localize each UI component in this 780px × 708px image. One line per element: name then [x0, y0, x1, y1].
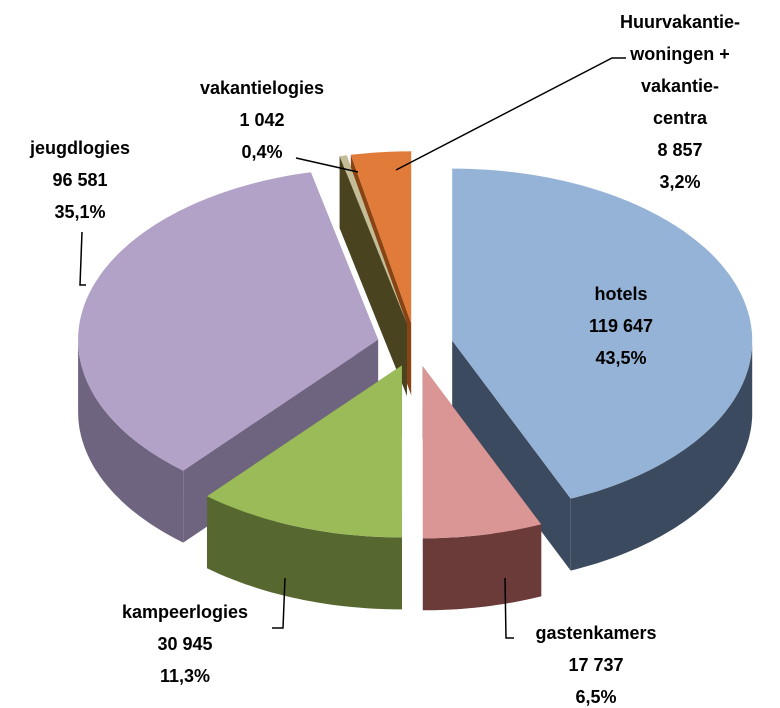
percent-label: 11,3%	[159, 666, 211, 686]
leader-line	[504, 577, 514, 639]
value-label: 30 945	[157, 634, 213, 654]
value-label: 8 857	[657, 140, 703, 160]
slice	[207, 365, 402, 538]
data-label: Huurvakantie- woningen + vakantie- centr…	[560, 6, 780, 198]
data-label: vakantielogies 1 042 0,4%	[142, 72, 382, 168]
slice	[422, 366, 542, 539]
percent-label: 0,4%	[241, 142, 283, 162]
leader-line	[272, 577, 286, 629]
value-label: 119 647	[588, 316, 654, 336]
slice	[350, 151, 412, 324]
slice-side	[570, 340, 753, 571]
category-label: Huurvakantie- woningen + vakantie- centr…	[619, 12, 741, 128]
category-label: vakantielogies	[199, 78, 325, 98]
category-label: gastenkamers	[535, 623, 657, 643]
slice-cut-face	[346, 155, 407, 396]
data-label: jeugdlogies 96 581 35,1%	[0, 132, 200, 228]
category-label: hotels	[594, 284, 648, 304]
slice	[78, 172, 379, 471]
value-label: 1 042	[239, 110, 285, 130]
category-label: jeugdlogies	[29, 138, 130, 158]
value-label: 17 737	[568, 655, 624, 675]
slice-side	[207, 496, 402, 610]
percent-label: 6,5%	[575, 687, 617, 707]
data-label: hotels 119 647 43,5%	[501, 278, 741, 374]
percent-label: 43,5%	[595, 348, 647, 368]
percent-label: 35,1%	[54, 202, 106, 222]
slice-cut-face	[452, 340, 571, 571]
slice-side	[78, 339, 184, 543]
slice-side	[422, 524, 542, 611]
slice	[452, 168, 753, 499]
data-label: gastenkamers 17 737 6,5%	[476, 617, 716, 708]
data-label: kampeerlogies 30 945 11,3%	[65, 596, 305, 692]
leader-line	[79, 231, 86, 286]
leader-line	[395, 57, 626, 171]
leader-line	[295, 157, 359, 173]
slice	[339, 155, 407, 324]
percent-label: 3,2%	[659, 172, 701, 192]
category-label: kampeerlogies	[121, 602, 249, 622]
value-label: 96 581	[52, 170, 108, 190]
